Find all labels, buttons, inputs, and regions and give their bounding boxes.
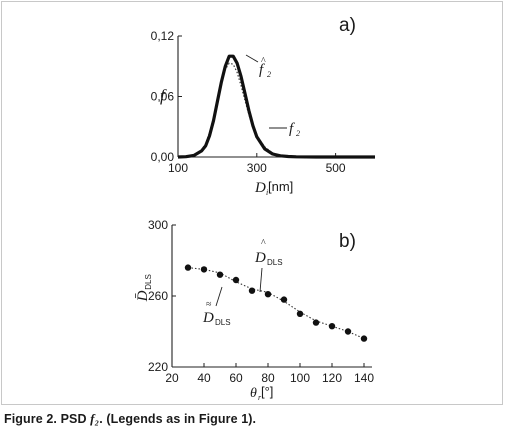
panel-b-x-label-sub: r <box>258 393 262 402</box>
panel-b-dhat-leader <box>259 267 263 293</box>
panel-a-tag: a) <box>339 15 356 36</box>
panel-a-x-tick-label: 300 <box>247 161 267 175</box>
panel-a-f2-label-sub: 2 <box>296 129 300 138</box>
panel-b-x-tick-label: 100 <box>290 371 310 385</box>
panel-b-x-tick-label: 40 <box>197 371 211 385</box>
panel-a-fhat2-label: f <box>259 62 265 78</box>
panel-a-x-tick-label: 500 <box>326 161 346 175</box>
panel-b-data-point <box>344 328 352 335</box>
panel-a-fhat2-leader <box>245 54 259 63</box>
panel-b-dtilde-label: D <box>202 310 214 326</box>
panel-b-y-label: D̄DLS <box>135 274 153 302</box>
panel-a-x-label-unit: [nm] <box>268 179 293 194</box>
caption-prefix: Figure 2. PSD <box>4 412 91 426</box>
panel-a-y-label: f <box>160 86 167 105</box>
panel-a-f2-label: f <box>289 121 295 137</box>
panel-b-data-point <box>248 287 256 294</box>
panel-b-tag: b) <box>339 231 356 252</box>
panel-b-x-label-unit: [°] <box>261 384 273 399</box>
panel-b-x-tick-label: 60 <box>229 371 243 385</box>
panel-a-y-tick-label: 0,00 <box>151 150 175 164</box>
panel-b-dhat-label-sub: DLS <box>267 258 283 267</box>
caption-suffix: . (Legends as in Figure 1). <box>99 412 257 426</box>
panel-b-data-point <box>296 310 304 317</box>
panel-b-dtilde-label-tilde: ≈ <box>206 299 212 310</box>
panel-b-data-point <box>280 296 288 303</box>
panel-b-x-tick-label: 80 <box>261 371 275 385</box>
panel-b-x-tick-label: 140 <box>354 371 374 385</box>
panel-b-data-point <box>200 266 208 273</box>
figure-caption: Figure 2. PSD f₂. (Legends as in Figure … <box>4 411 256 427</box>
panel-b-y-tick-label: 220 <box>148 360 168 374</box>
panel-b-y-label-sub: DLS <box>144 274 153 290</box>
panel-b-data-point <box>184 264 192 271</box>
panel-b-y-label-main: D̄ <box>135 290 151 302</box>
caption-emph: f₂ <box>90 411 100 426</box>
panel-b-dtilde-label-sub: DLS <box>215 318 231 327</box>
panel-a-fhat2-label-sub: 2 <box>267 70 271 79</box>
panel-b-dhat-label: D <box>254 250 266 266</box>
panel-a-x-tick-label: 100 <box>168 161 188 175</box>
panel-b-x-label-main: θ <box>250 386 257 401</box>
panel-a-fhat2-label-hat: ^ <box>261 56 266 67</box>
panel-b-data-point <box>360 335 368 342</box>
panel-b-data-point <box>264 291 272 298</box>
panel-b-series-dhat-line <box>187 267 365 340</box>
panel-b-x-tick-label: 20 <box>165 371 179 385</box>
figure-frame <box>1 1 503 405</box>
panel-b-y-tick-label: 300 <box>148 218 168 232</box>
panel-b-data-point <box>232 276 240 284</box>
panel-b-data-point <box>312 319 320 326</box>
panel-a-y-tick-label: 0,12 <box>151 29 175 43</box>
panel-b-dtilde-leader <box>215 286 223 307</box>
panel-a-x-label-sub: i <box>266 188 268 197</box>
panel-b-y-tick-label: 260 <box>148 289 168 303</box>
panel-a-y-tick-label: 0,06 <box>151 90 175 104</box>
panel-a-series-f2-line <box>177 54 375 159</box>
panel-b-data-point <box>216 271 224 278</box>
panel-b-data-point <box>328 323 336 330</box>
panel-b-x-tick-label: 120 <box>322 371 342 385</box>
panel-a-x-label-main: D <box>254 180 266 196</box>
panel-b-dhat-label-hat: ^ <box>261 238 266 249</box>
